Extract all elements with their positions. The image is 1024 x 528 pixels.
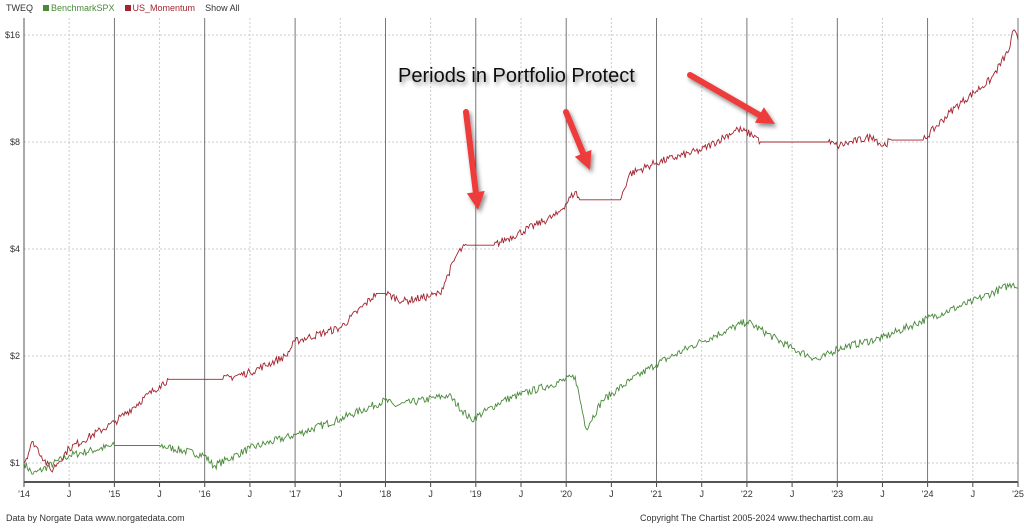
y-tick-label: $16 xyxy=(5,30,20,40)
x-tick-label: J xyxy=(971,489,976,499)
arrow-head-icon xyxy=(466,191,485,210)
legend-momentum[interactable]: US_Momentum xyxy=(124,3,196,13)
annotation-arrow xyxy=(687,72,775,124)
x-tick-label: '16 xyxy=(199,489,211,499)
x-tick-label: J xyxy=(609,489,614,499)
legend: TWEQ BenchmarkSPX US_Momentum Show All xyxy=(6,3,240,13)
x-tick-label: '19 xyxy=(470,489,482,499)
x-tick-label: '20 xyxy=(560,489,572,499)
arrow-head-icon xyxy=(754,107,775,124)
x-tick-label: '15 xyxy=(108,489,120,499)
x-tick-label: J xyxy=(880,489,885,499)
x-tick-label: J xyxy=(699,489,704,499)
x-tick-label: J xyxy=(248,489,253,499)
legend-title: TWEQ xyxy=(6,3,33,13)
annotation-arrow xyxy=(463,109,485,210)
x-tick-label: J xyxy=(338,489,343,499)
y-tick-label: $1 xyxy=(10,458,20,468)
footer-source: Data by Norgate Data www.norgatedata.com xyxy=(6,513,185,523)
y-tick-label: $2 xyxy=(10,351,20,361)
y-tick-label: $4 xyxy=(10,244,20,254)
arrow-shaft xyxy=(463,109,479,196)
x-tick-label: J xyxy=(519,489,524,499)
series-line-BenchmarkSPX xyxy=(23,282,1019,475)
show-all-button[interactable]: Show All xyxy=(205,3,240,13)
y-tick-label: $8 xyxy=(10,137,20,147)
x-tick-label: '25 xyxy=(1012,489,1024,499)
x-tick-label: '18 xyxy=(380,489,392,499)
chart-svg: $1 $2 $4 $8 $16 '14 J '15 J '16 J '17 J '18 J '19 J '20 J '… xyxy=(5,18,1024,499)
series-line-US_Momentum xyxy=(23,29,1019,473)
x-tick-label: '21 xyxy=(651,489,663,499)
x-tick-label: '17 xyxy=(289,489,301,499)
legend-benchmark[interactable]: BenchmarkSPX xyxy=(43,3,115,13)
legend-swatch xyxy=(43,5,49,11)
annotation-arrow xyxy=(563,109,592,170)
arrow-shaft xyxy=(563,109,587,157)
x-tick-label: J xyxy=(67,489,72,499)
x-tick-label: '14 xyxy=(18,489,30,499)
arrow-shaft xyxy=(687,72,763,119)
x-tick-label: J xyxy=(157,489,162,499)
arrow-head-icon xyxy=(574,149,592,170)
x-tick-label: J xyxy=(428,489,433,499)
x-tick-label: '22 xyxy=(741,489,753,499)
legend-swatch xyxy=(124,5,131,11)
x-tick-label: '23 xyxy=(831,489,843,499)
x-tick-label: J xyxy=(790,489,795,499)
annotation-text: Periods in Portfolio Protect xyxy=(398,65,635,87)
legend-label: US_Momentum xyxy=(132,3,196,13)
x-tick-label: '24 xyxy=(922,489,934,499)
footer-copyright: Copyright The Chartist 2005-2024 www.the… xyxy=(640,513,873,523)
legend-label: BenchmarkSPX xyxy=(51,3,115,13)
